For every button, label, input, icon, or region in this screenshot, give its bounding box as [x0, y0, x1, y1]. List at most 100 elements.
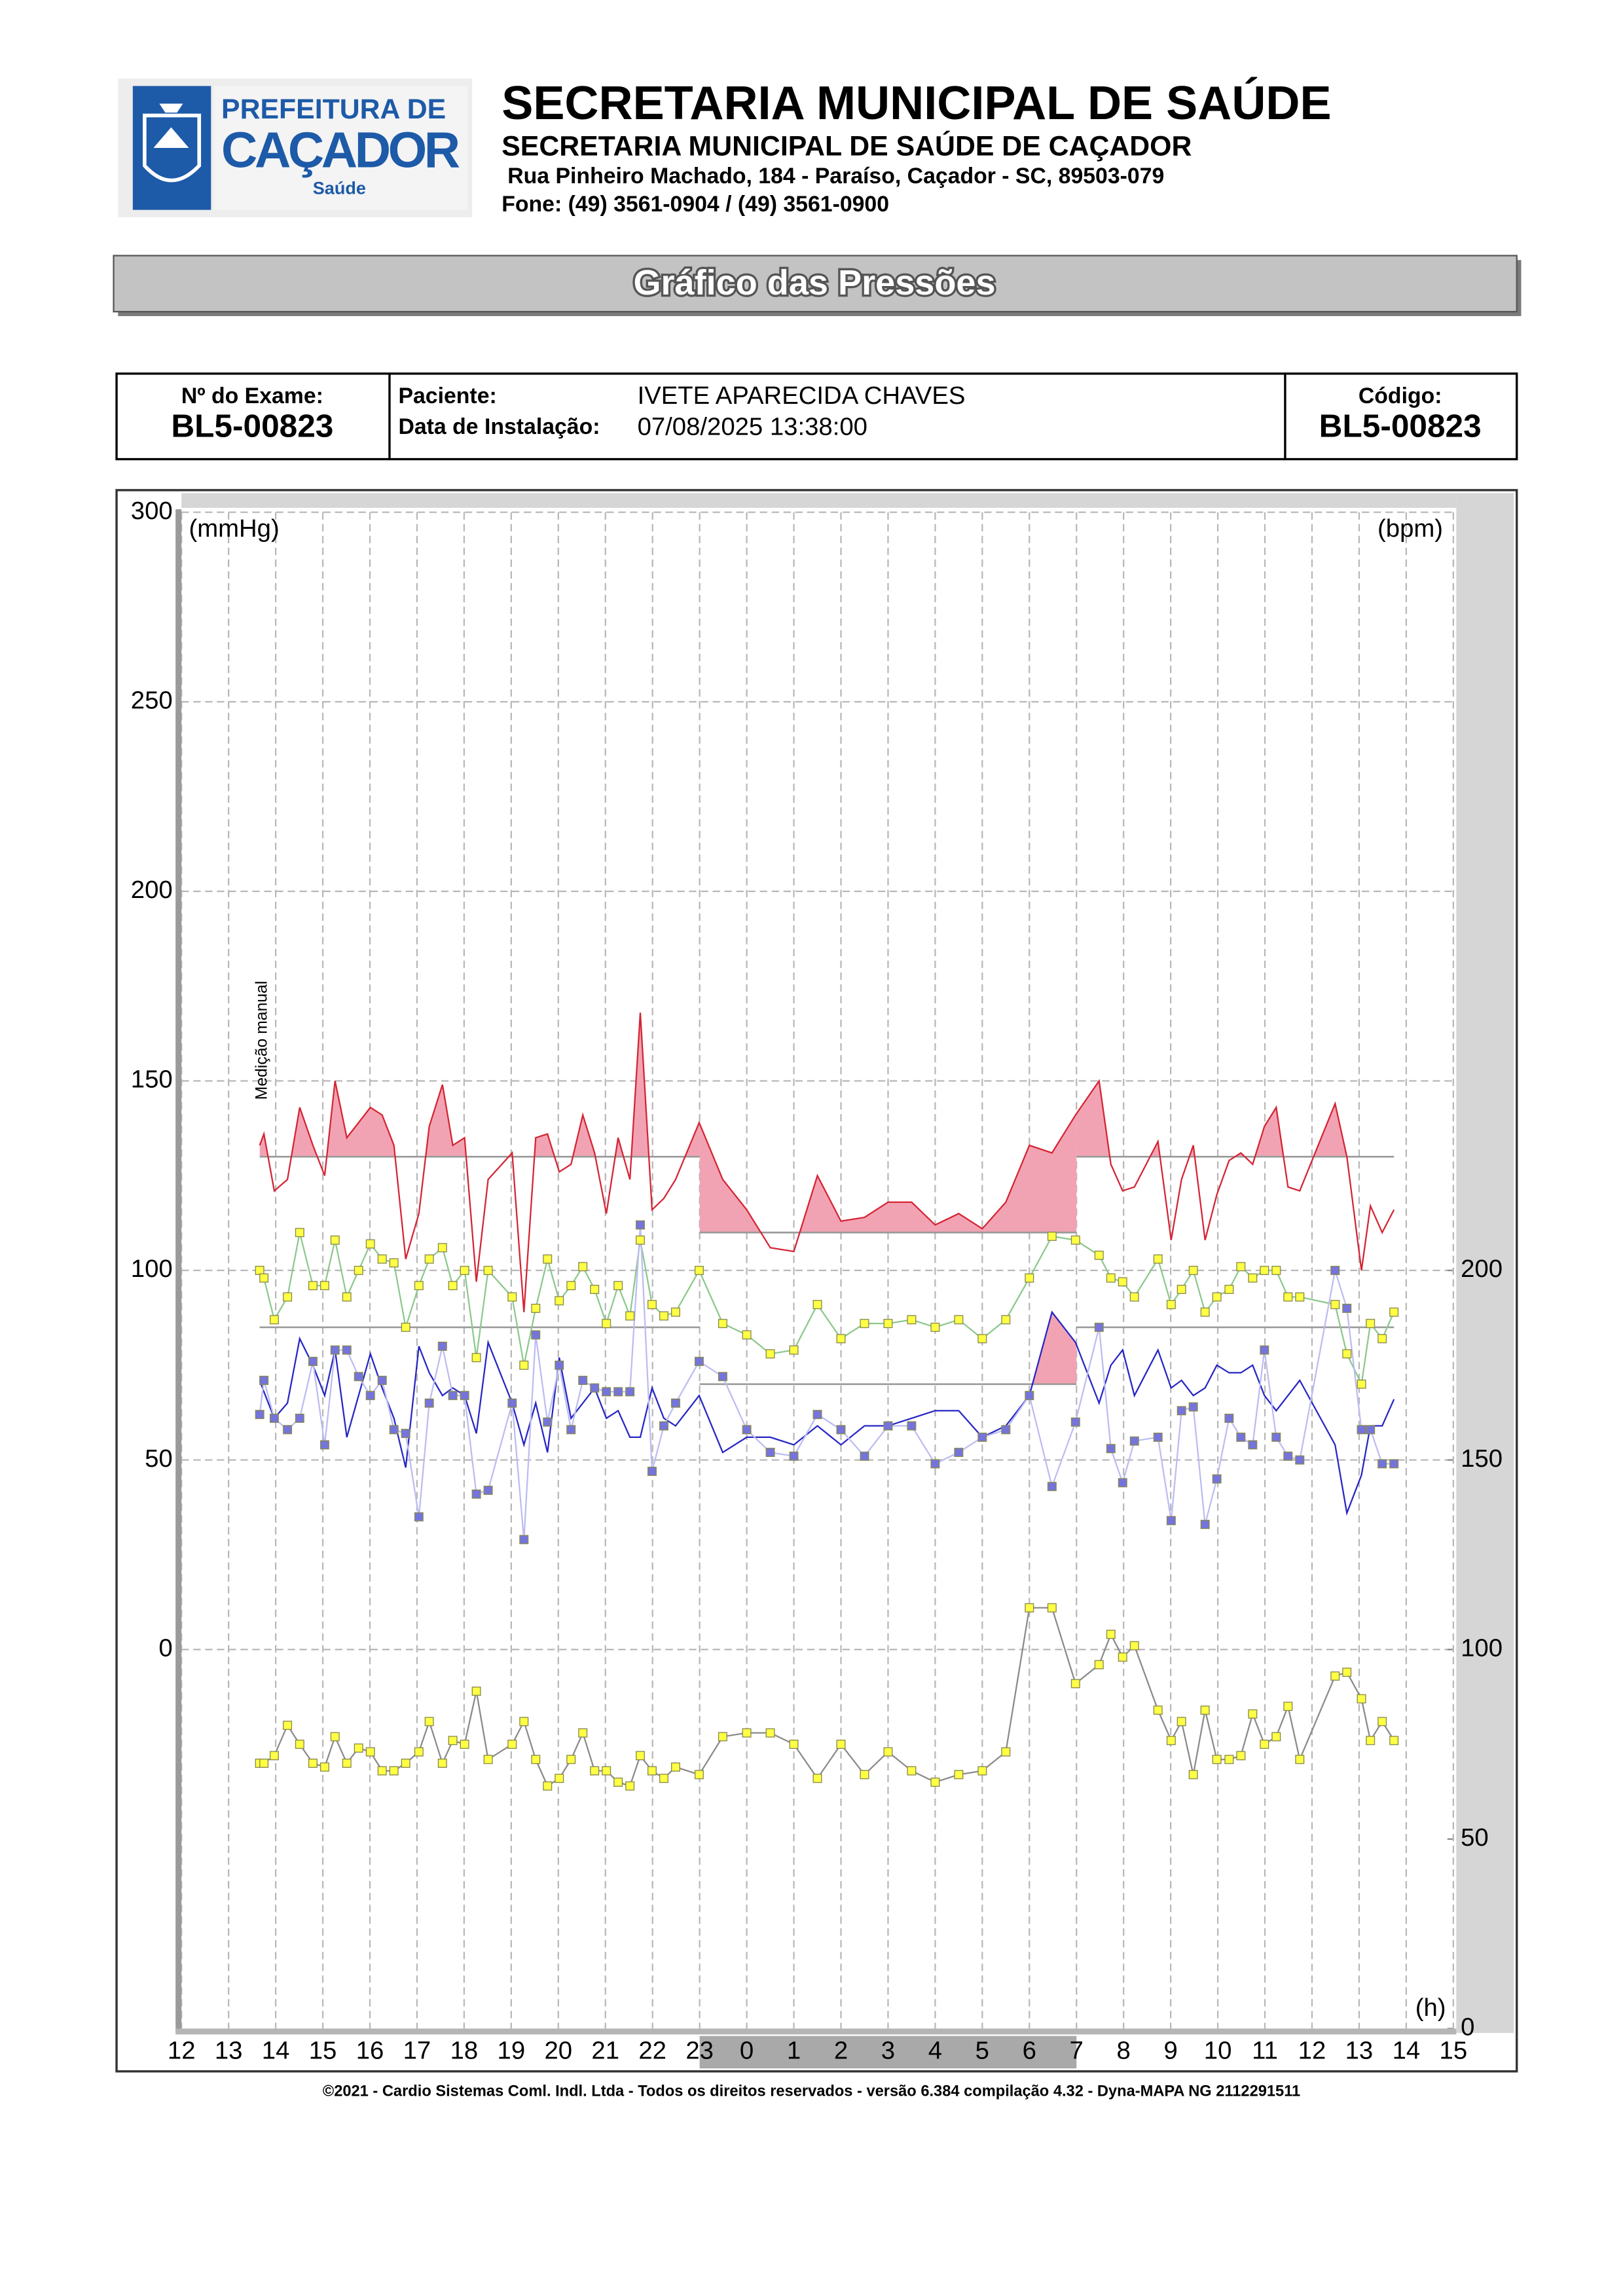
data-point: [1248, 1440, 1258, 1450]
exam-number: BL5-00823: [171, 407, 333, 444]
data-point: [389, 1258, 399, 1268]
data-point: [1260, 1740, 1269, 1749]
data-point: [1047, 1482, 1057, 1492]
data-point: [437, 1759, 447, 1768]
data-point: [269, 1751, 279, 1761]
data-point: [812, 1410, 822, 1420]
data-point: [330, 1345, 340, 1355]
data-point: [1283, 1292, 1293, 1302]
y2-tick-label: 100: [1461, 1634, 1503, 1662]
x-tick-label: 14: [1393, 2037, 1421, 2065]
data-point: [1224, 1413, 1234, 1423]
data-point: [308, 1281, 318, 1291]
data-point: [1025, 1273, 1034, 1283]
y2-axis-label: (bpm): [1377, 514, 1443, 543]
data-point: [1357, 1379, 1366, 1389]
data-point: [789, 1740, 799, 1749]
data-point: [1188, 1770, 1198, 1780]
data-point: [259, 1759, 269, 1768]
data-point: [1330, 1266, 1340, 1276]
data-point: [578, 1376, 588, 1386]
data-point: [354, 1372, 363, 1382]
logo-line2: CAÇADOR: [221, 122, 460, 178]
x-tick-label: 7: [1070, 2037, 1084, 2065]
data-point: [977, 1432, 987, 1442]
data-point: [1166, 1736, 1176, 1746]
data-point: [424, 1398, 434, 1408]
data-point: [531, 1755, 541, 1765]
excess-fill: [259, 1013, 700, 1157]
x-tick-label: 15: [1440, 2037, 1468, 2065]
excess-fill: [699, 1312, 1077, 1384]
y-tick-label: 250: [131, 686, 173, 714]
y-axis-label: (mmHg): [189, 514, 279, 543]
data-point: [319, 1762, 329, 1772]
data-point: [977, 1334, 987, 1344]
y2-tick-label: 200: [1461, 1255, 1503, 1283]
data-point: [883, 1319, 893, 1329]
data-point: [742, 1425, 752, 1435]
series-line: [259, 1225, 1395, 1540]
data-point: [283, 1425, 293, 1435]
data-point: [670, 1307, 680, 1317]
data-point: [670, 1398, 680, 1408]
data-point: [1176, 1406, 1186, 1416]
night-band: [699, 2036, 1077, 2069]
data-point: [448, 1391, 458, 1401]
data-point: [448, 1281, 458, 1291]
data-point: [424, 1254, 434, 1264]
data-point: [1377, 1717, 1387, 1727]
data-point: [1200, 1520, 1210, 1530]
data-point: [483, 1266, 493, 1276]
data-point: [635, 1220, 645, 1230]
data-point: [635, 1751, 645, 1761]
data-point: [1025, 1391, 1034, 1401]
logo-crest: [143, 113, 202, 183]
data-point: [954, 1770, 964, 1780]
info-box: [115, 372, 1518, 461]
data-point: [483, 1755, 493, 1765]
data-point: [389, 1425, 399, 1435]
data-point: [590, 1766, 600, 1776]
data-point: [1212, 1292, 1222, 1302]
y-tick-label: 300: [131, 497, 173, 525]
series-line: [259, 1013, 1395, 1312]
data-point: [742, 1728, 752, 1738]
x-tick-label: 16: [356, 2037, 384, 2065]
x-tick-label: 12: [168, 2037, 196, 2065]
data-point: [613, 1281, 623, 1291]
x-tick-label: 4: [928, 2037, 942, 2065]
data-point: [1166, 1300, 1176, 1310]
data-point: [414, 1747, 424, 1757]
data-point: [1295, 1292, 1305, 1302]
data-point: [308, 1759, 318, 1768]
data-point: [1236, 1751, 1246, 1761]
header-title: SECRETARIA MUNICIPAL DE SAÚDE: [501, 77, 1331, 130]
title-bar: [113, 255, 1518, 313]
data-point: [377, 1766, 387, 1776]
data-point: [319, 1440, 329, 1450]
data-point: [437, 1341, 447, 1351]
data-point: [789, 1451, 799, 1461]
data-point: [1342, 1303, 1352, 1313]
data-point: [1153, 1705, 1163, 1715]
data-point: [377, 1376, 387, 1386]
data-point: [718, 1732, 727, 1742]
data-point: [342, 1345, 352, 1355]
data-point: [659, 1311, 668, 1321]
data-point: [1176, 1717, 1186, 1727]
data-point: [1129, 1436, 1139, 1446]
data-point: [365, 1747, 375, 1757]
data-point: [1070, 1235, 1080, 1245]
data-point: [507, 1398, 517, 1408]
data-point: [342, 1759, 352, 1768]
data-point: [283, 1292, 293, 1302]
data-point: [424, 1717, 434, 1727]
logo-line3: Saúde: [313, 178, 366, 198]
data-point: [1200, 1705, 1210, 1715]
data-point: [543, 1254, 553, 1264]
logo-line1: PREFEITURA DE: [221, 94, 446, 125]
data-point: [1153, 1254, 1163, 1264]
data-point: [1389, 1736, 1399, 1746]
data-point: [365, 1391, 375, 1401]
